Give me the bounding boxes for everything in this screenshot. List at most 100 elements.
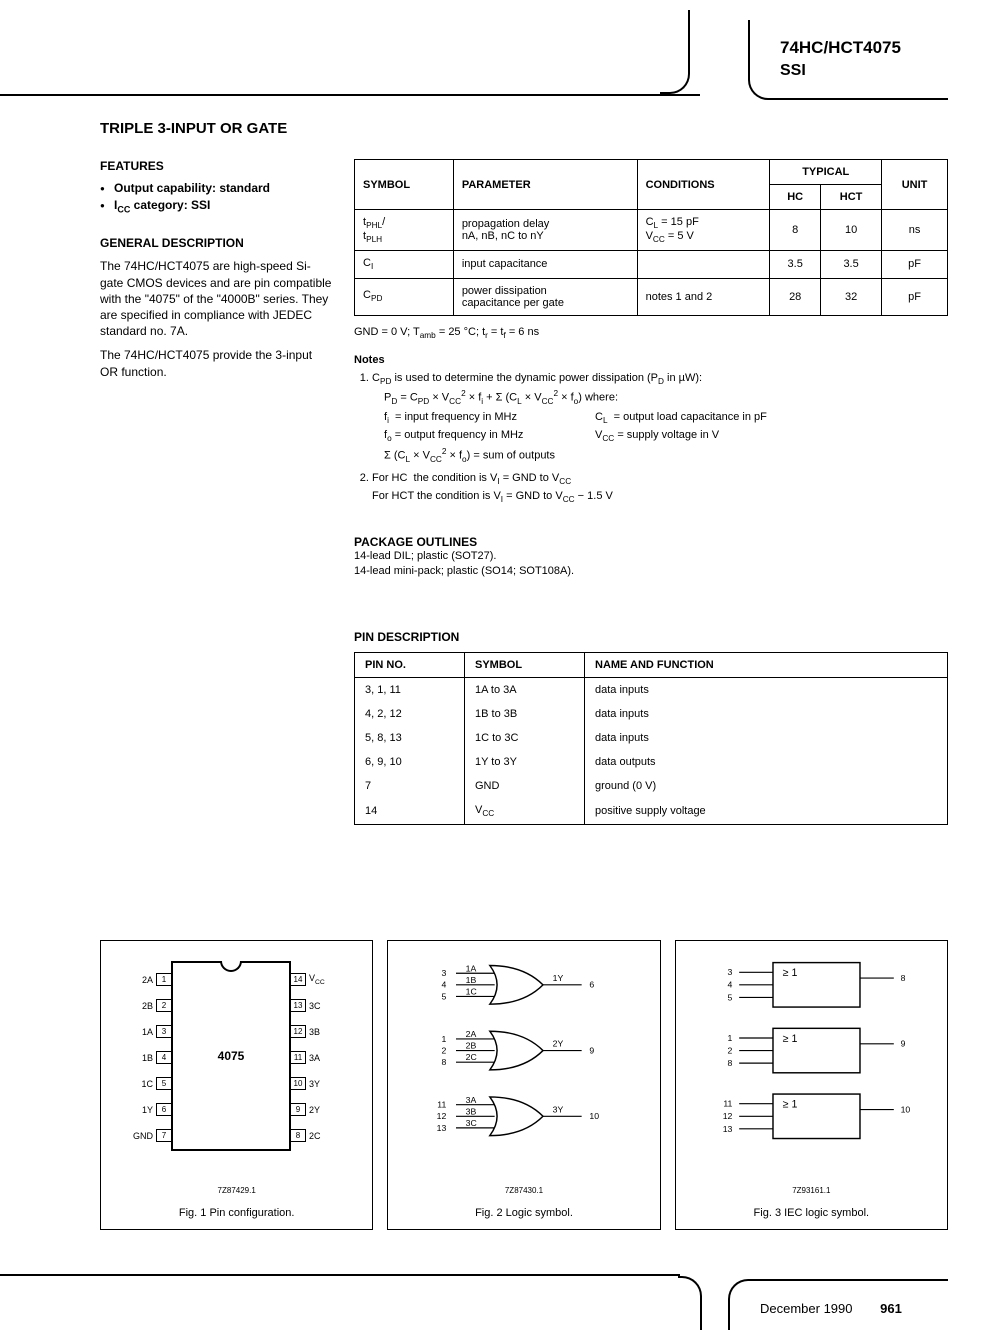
svg-text:1Y: 1Y xyxy=(553,973,564,983)
svg-text:1B: 1B xyxy=(466,975,477,985)
cell: data outputs xyxy=(585,750,948,774)
th-parameter: PARAMETER xyxy=(453,160,637,210)
cell: 1B to 3B xyxy=(465,702,585,726)
svg-text:2: 2 xyxy=(442,1045,447,1055)
th-unit: UNIT xyxy=(882,160,948,210)
page-title: TRIPLE 3-INPUT OR GATE xyxy=(100,120,948,137)
cell: data inputs xyxy=(585,677,948,702)
svg-text:9: 9 xyxy=(590,1045,595,1055)
cell: 8 xyxy=(770,210,821,251)
footer-box: December 1990 961 xyxy=(728,1279,948,1330)
svg-text:3: 3 xyxy=(442,968,447,978)
right-column: SYMBOL PARAMETER CONDITIONS TYPICAL UNIT… xyxy=(354,159,948,825)
note-left: fi = input frequency in MHz fo = output … xyxy=(384,409,555,466)
cell: ground (0 V) xyxy=(585,774,948,798)
svg-text:3Y: 3Y xyxy=(553,1104,564,1114)
cell: 28 xyxy=(770,278,821,315)
cell: propagation delaynA, nB, nC to nY xyxy=(453,210,637,251)
gnd-conditions: GND = 0 V; Tamb = 25 °C; tr = tf = 6 ns xyxy=(354,326,948,340)
svg-text:1: 1 xyxy=(442,1034,447,1044)
cell: CL = 15 pFVCC = 5 V xyxy=(637,210,770,251)
cell: 10 xyxy=(821,210,882,251)
footer-tab-stub xyxy=(678,1276,702,1330)
spec-row: CPD power dissipationcapacitance per gat… xyxy=(355,278,948,315)
features-heading: FEATURES xyxy=(100,159,332,173)
note-right: CL = output load capacitance in pF VCC =… xyxy=(595,409,767,466)
svg-text:9: 9 xyxy=(900,1039,905,1049)
cell: 7 xyxy=(355,774,465,798)
cell: CPD xyxy=(355,278,454,315)
footer-rule xyxy=(0,1274,680,1276)
description-heading: GENERAL DESCRIPTION xyxy=(100,236,332,250)
svg-text:11: 11 xyxy=(438,1100,447,1110)
svg-text:8: 8 xyxy=(727,1058,732,1068)
cell: notes 1 and 2 xyxy=(637,278,770,315)
fig1-ref: 7Z87429.1 xyxy=(101,1186,372,1195)
left-column: FEATURES Output capability: standard ICC… xyxy=(100,159,332,825)
cell: input capacitance xyxy=(453,251,637,278)
cell: data inputs xyxy=(585,726,948,750)
spec-row: CI input capacitance 3.5 3.5 pF xyxy=(355,251,948,278)
th-conditions: CONDITIONS xyxy=(637,160,770,210)
svg-text:10: 10 xyxy=(900,1104,910,1114)
fig3-caption: Fig. 3 IEC logic symbol. xyxy=(676,1207,947,1219)
description-p2: The 74HC/HCT4075 provide the 3-input OR … xyxy=(100,347,332,379)
cell: ns xyxy=(882,210,948,251)
svg-text:3C: 3C xyxy=(466,1118,477,1128)
part-number: 74HC/HCT4075 xyxy=(780,38,918,58)
chip-outline: 4075 2A1 2B2 1A3 1B4 1C5 1Y6 GND7 VCC14 … xyxy=(171,961,291,1151)
th-pin: PIN NO. xyxy=(355,652,465,677)
cell: 3, 1, 11 xyxy=(355,677,465,702)
svg-text:3: 3 xyxy=(727,967,732,977)
header-category: SSI xyxy=(780,62,918,80)
svg-text:2: 2 xyxy=(727,1045,732,1055)
notes-heading: Notes xyxy=(354,354,948,366)
spec-table: SYMBOL PARAMETER CONDITIONS TYPICAL UNIT… xyxy=(354,159,948,316)
th-name: NAME AND FUNCTION xyxy=(585,652,948,677)
svg-text:8: 8 xyxy=(442,1057,447,1067)
chip-label: 4075 xyxy=(218,1049,245,1063)
fig2-caption: Fig. 2 Logic symbol. xyxy=(388,1207,659,1219)
feature-item: Output capability: standard xyxy=(100,181,332,195)
cell: positive supply voltage xyxy=(585,798,948,825)
pin-table: PIN NO. SYMBOL NAME AND FUNCTION 3, 1, 1… xyxy=(354,652,948,825)
svg-text:13: 13 xyxy=(437,1123,447,1133)
svg-text:8: 8 xyxy=(900,973,905,983)
features-list: Output capability: standard ICC category… xyxy=(100,181,332,214)
svg-text:3B: 3B xyxy=(466,1106,477,1116)
svg-text:12: 12 xyxy=(437,1111,447,1121)
pin-desc-heading: PIN DESCRIPTION xyxy=(354,630,948,644)
package-heading: PACKAGE OUTLINES xyxy=(354,535,948,549)
cell xyxy=(637,251,770,278)
description-p1: The 74HC/HCT4075 are high-speed Si-gate … xyxy=(100,258,332,339)
cell: 32 xyxy=(821,278,882,315)
svg-text:6: 6 xyxy=(590,980,595,990)
cell: 5, 8, 13 xyxy=(355,726,465,750)
svg-text:5: 5 xyxy=(442,991,447,1001)
svg-text:13: 13 xyxy=(722,1124,732,1134)
note-formula: PD = CPD × VCC2 × fi + Σ (CL × VCC2 × fo… xyxy=(384,388,948,408)
page-content: TRIPLE 3-INPUT OR GATE FEATURES Output c… xyxy=(100,120,948,825)
note-2: For HC the condition is VI = GND to VCC … xyxy=(372,470,948,507)
package-line1: 14-lead DIL; plastic (SOT27). xyxy=(354,550,496,562)
cell: data inputs xyxy=(585,702,948,726)
th-hct: HCT xyxy=(821,185,882,210)
cell: 1C to 3C xyxy=(465,726,585,750)
cell: 4, 2, 12 xyxy=(355,702,465,726)
svg-text:2A: 2A xyxy=(466,1029,477,1039)
cell: 3.5 xyxy=(770,251,821,278)
svg-text:5: 5 xyxy=(727,992,732,1002)
notes-list: CPD is used to determine the dynamic pow… xyxy=(354,370,948,507)
svg-text:≥ 1: ≥ 1 xyxy=(782,1033,797,1045)
cell: 14 xyxy=(355,798,465,825)
fig3-box: ≥ 13458≥ 11289≥ 111121310 7Z93161.1 Fig.… xyxy=(675,940,948,1230)
svg-text:≥ 1: ≥ 1 xyxy=(782,1099,797,1111)
svg-text:3A: 3A xyxy=(466,1095,477,1105)
cell: 6, 9, 10 xyxy=(355,750,465,774)
svg-text:4: 4 xyxy=(442,980,447,990)
th-hc: HC xyxy=(770,185,821,210)
svg-text:1: 1 xyxy=(727,1033,732,1043)
svg-text:1C: 1C xyxy=(466,987,477,997)
note-1: CPD is used to determine the dynamic pow… xyxy=(372,370,948,466)
cell: GND xyxy=(465,774,585,798)
